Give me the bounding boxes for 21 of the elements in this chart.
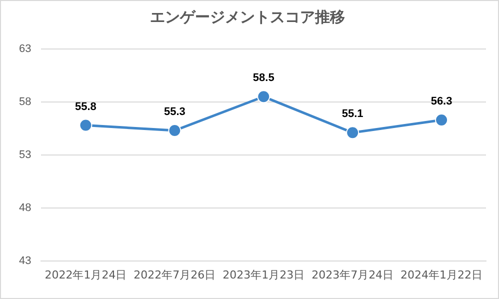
x-tick-label: 2022年1月24日 xyxy=(44,268,127,282)
point xyxy=(435,113,448,126)
data-label: 55.1 xyxy=(342,108,364,120)
point xyxy=(168,124,182,138)
point xyxy=(257,90,270,104)
chart-title: エンゲージメントスコア推移 xyxy=(150,8,345,26)
x-tick-label: 2023年7月24日 xyxy=(312,268,394,282)
point xyxy=(346,126,360,140)
y-tick-label: 43 xyxy=(18,254,32,267)
y-tick-label: 48 xyxy=(18,202,32,214)
y-tick-label: 53 xyxy=(18,148,32,161)
data-label: 55.8 xyxy=(75,100,96,113)
data-label: 58.5 xyxy=(252,72,274,84)
point xyxy=(79,118,92,132)
y-tick-label: 63 xyxy=(18,43,32,56)
y-tick-label: 58 xyxy=(18,96,32,108)
data-label: 56.3 xyxy=(430,95,452,108)
x-tick-label: 2022年7月26日 xyxy=(134,268,216,282)
x-tick-label: 2023年1月23日 xyxy=(222,268,305,282)
x-tick-label: 2024年1月22日 xyxy=(400,268,483,282)
data-label: 55.3 xyxy=(164,106,186,118)
